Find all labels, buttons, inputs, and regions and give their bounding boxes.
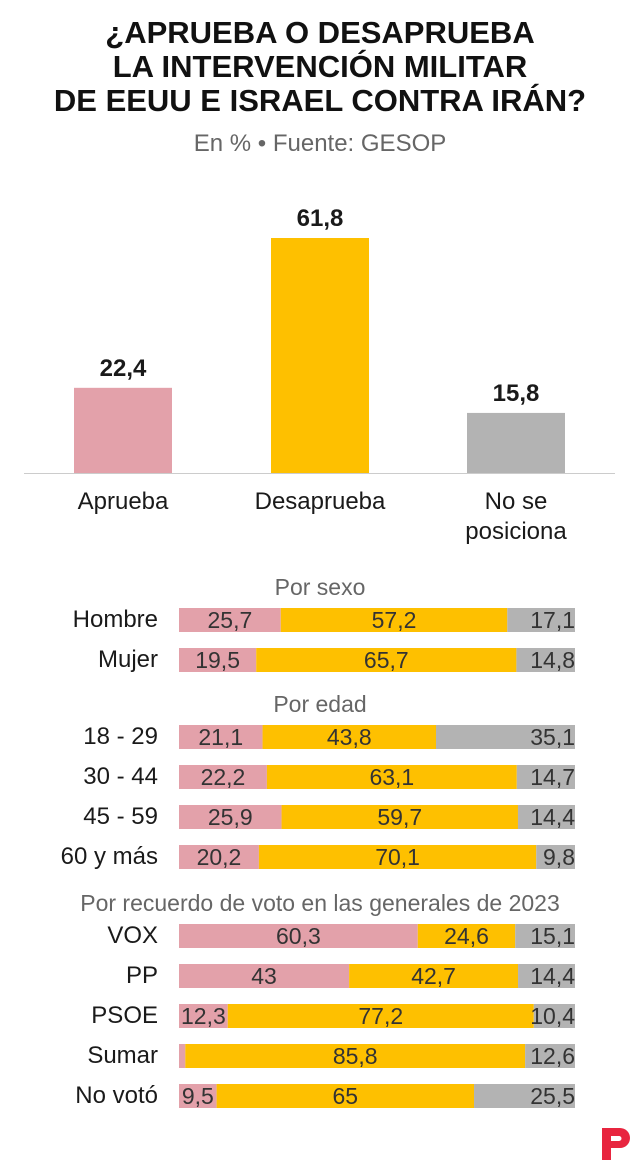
segment-desaprueba bbox=[417, 924, 516, 948]
row-label: 30 - 44 bbox=[83, 763, 158, 790]
segment-no_se_posiciona bbox=[515, 924, 575, 948]
segment-no_se_posiciona bbox=[536, 845, 575, 869]
segment-aprueba bbox=[179, 1084, 217, 1108]
segment-aprueba bbox=[179, 805, 282, 829]
segment-value-label: 22,2 bbox=[201, 764, 246, 790]
segment-value-label: 43,8 bbox=[327, 724, 372, 750]
segment-value-label: 19,5 bbox=[195, 647, 240, 673]
row-label: Hombre bbox=[73, 606, 158, 633]
row-label: 60 y más bbox=[61, 843, 158, 870]
segment-value-label: 21,1 bbox=[198, 724, 243, 750]
chart-title: ¿APRUEBA O DESAPRUEBA LA INTERVENCIÓN MI… bbox=[0, 16, 640, 118]
segment-value-label: 14,4 bbox=[530, 804, 575, 830]
segment-value-label: 42,7 bbox=[411, 963, 456, 989]
row-label: PSOE bbox=[91, 1002, 158, 1029]
segment-no_se_posiciona bbox=[507, 608, 575, 632]
segment-aprueba bbox=[179, 1004, 228, 1028]
segment-value-label: 14,7 bbox=[530, 764, 575, 790]
segment-value-label: 65 bbox=[333, 1083, 359, 1109]
segment-desaprueba bbox=[266, 765, 517, 789]
segment-value-label: 85,8 bbox=[333, 1043, 378, 1069]
segment-aprueba bbox=[179, 924, 418, 948]
row-label: Sumar bbox=[87, 1042, 158, 1069]
title-line: ¿APRUEBA O DESAPRUEBA bbox=[105, 15, 535, 50]
segment-aprueba bbox=[179, 608, 281, 632]
group-title: Por edad bbox=[273, 691, 366, 717]
segment-no_se_posiciona bbox=[533, 1004, 575, 1028]
main-bar-chart: 22,4 Aprueba 61,8 Desaprueba 15,8 No se posici… bbox=[24, 205, 615, 545]
segment-aprueba bbox=[179, 1044, 186, 1068]
segment-value-label: 12,3 bbox=[181, 1003, 226, 1029]
segment-no_se_posiciona bbox=[474, 1084, 575, 1108]
title-line: LA INTERVENCIÓN MILITAR bbox=[112, 49, 528, 84]
segment-value-label: 60,3 bbox=[276, 923, 321, 949]
group-title: Por sexo bbox=[275, 574, 366, 600]
segment-value-label: 24,6 bbox=[444, 923, 489, 949]
bar-2 bbox=[271, 238, 369, 473]
segment-value-label: 57,2 bbox=[372, 607, 417, 633]
row-label: PP bbox=[126, 962, 158, 989]
row-label: 45 - 59 bbox=[83, 803, 158, 830]
segment-no_se_posiciona bbox=[516, 648, 575, 672]
segment-aprueba bbox=[179, 648, 257, 672]
segment-value-label: 25,9 bbox=[208, 804, 253, 830]
segment-value-label: 15,1 bbox=[530, 923, 575, 949]
segment-desaprueba bbox=[258, 845, 537, 869]
segment-value-label: 70,1 bbox=[375, 844, 420, 870]
segment-value-label: 14,4 bbox=[530, 963, 575, 989]
p-brand-icon-shape bbox=[602, 1128, 630, 1160]
segment-desaprueba bbox=[185, 1044, 526, 1068]
chart-subtitle: En % • Fuente: GESOP bbox=[193, 130, 447, 157]
segment-desaprueba bbox=[227, 1004, 534, 1028]
title-line: DE EEUU E ISRAEL CONTRA IRÁN? bbox=[53, 83, 587, 118]
segment-aprueba bbox=[179, 964, 350, 988]
segment-value-label: 43 bbox=[251, 963, 277, 989]
segment-desaprueba bbox=[349, 964, 519, 988]
segment-aprueba bbox=[179, 725, 263, 749]
segment-no_se_posiciona bbox=[525, 1044, 575, 1068]
category-label: Aprueba bbox=[78, 488, 169, 515]
segment-value-label: 65,7 bbox=[364, 647, 409, 673]
segment-desaprueba bbox=[281, 805, 518, 829]
category-label: Desaprueba bbox=[255, 488, 386, 515]
segment-aprueba bbox=[179, 845, 259, 869]
segment-no_se_posiciona bbox=[436, 725, 575, 749]
bar-1 bbox=[74, 387, 172, 473]
bar-3 bbox=[467, 412, 565, 473]
row-label: Mujer bbox=[98, 646, 158, 673]
segment-value-label: 9,5 bbox=[182, 1083, 214, 1109]
p-brand-icon bbox=[602, 1128, 630, 1160]
segment-value-label: 14,8 bbox=[530, 647, 575, 673]
segment-value-label: 35,1 bbox=[530, 724, 575, 750]
segment-value-label: 17,1 bbox=[530, 607, 575, 633]
segment-no_se_posiciona bbox=[516, 765, 575, 789]
category-label: posiciona bbox=[465, 518, 567, 545]
segment-desaprueba bbox=[280, 608, 508, 632]
bar-value-label: 15,8 bbox=[493, 380, 540, 407]
segment-value-label: 9,8 bbox=[543, 844, 575, 870]
segment-value-label: 10,4 bbox=[530, 1003, 575, 1029]
segment-no_se_posiciona bbox=[517, 805, 575, 829]
segment-value-label: 12,6 bbox=[530, 1043, 575, 1069]
segment-value-label: 25,5 bbox=[530, 1083, 575, 1109]
segment-value-label: 63,1 bbox=[369, 764, 414, 790]
stacked-breakdown-chart: Por sexo Hombre 25,7 57,2 17,1 Mujer 19,5 65,7 1… bbox=[61, 574, 576, 1109]
segment-desaprueba bbox=[216, 1084, 475, 1108]
bar-value-label: 22,4 bbox=[100, 355, 147, 382]
row-label: VOX bbox=[107, 922, 158, 949]
segment-no_se_posiciona bbox=[518, 964, 575, 988]
row-label: 18 - 29 bbox=[83, 723, 158, 750]
row-label: No votó bbox=[75, 1082, 158, 1109]
segment-desaprueba bbox=[256, 648, 517, 672]
segment-value-label: 20,2 bbox=[197, 844, 242, 870]
segment-value-label: 77,2 bbox=[358, 1003, 403, 1029]
category-label: No se bbox=[485, 488, 548, 515]
bar-value-label: 61,8 bbox=[297, 205, 344, 232]
group-title: Por recuerdo de voto en las generales de… bbox=[80, 890, 560, 916]
segment-value-label: 59,7 bbox=[377, 804, 422, 830]
segment-aprueba bbox=[179, 765, 267, 789]
segment-value-label: 25,7 bbox=[208, 607, 253, 633]
segment-desaprueba bbox=[262, 725, 437, 749]
